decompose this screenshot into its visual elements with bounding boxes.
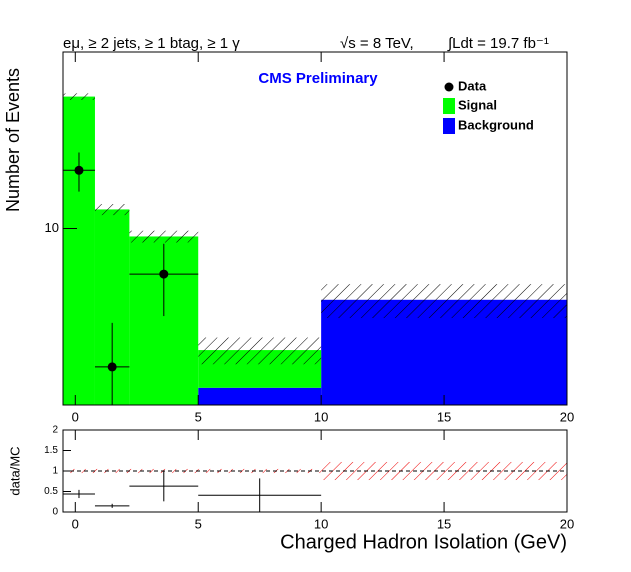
x-tick-label: 10 xyxy=(314,409,328,424)
uncertainty-band xyxy=(63,93,95,100)
x-axis-label: Charged Hadron Isolation (GeV) xyxy=(280,531,567,553)
x-tick-label: 20 xyxy=(560,409,574,424)
uncertainty-band xyxy=(129,230,199,243)
legend-label: Background xyxy=(458,117,534,132)
uncertainty-band xyxy=(198,337,322,365)
legend-swatch xyxy=(443,118,455,134)
data-point xyxy=(159,269,169,279)
uncertainty-band xyxy=(321,284,567,319)
bar xyxy=(63,96,95,405)
y-tick-label: 10 xyxy=(45,220,59,235)
y-tick-label: 0.5 xyxy=(44,486,58,497)
x-tick-label: 0 xyxy=(72,409,79,424)
y-tick-label: 0 xyxy=(52,507,58,518)
annotation: eμ, ≥ 2 jets, ≥ 1 btag, ≥ 1 γ xyxy=(63,35,240,52)
y-tick-label: 2 xyxy=(52,425,58,436)
legend-marker xyxy=(444,82,454,92)
x-tick-label: 15 xyxy=(437,516,451,531)
data-point xyxy=(74,165,84,175)
x-tick-label: 10 xyxy=(314,516,328,531)
y-tick-label: 1 xyxy=(52,466,58,477)
data-point xyxy=(107,362,117,372)
annotation: √s = 8 TeV, xyxy=(340,35,414,52)
y-axis-label: data/MC xyxy=(7,446,22,495)
y-axis-label: Number of Events xyxy=(3,68,23,212)
x-tick-label: 20 xyxy=(560,516,574,531)
chart-title: CMS Preliminary xyxy=(258,70,378,87)
legend-label: Signal xyxy=(458,97,497,112)
uncertainty-band xyxy=(94,204,130,216)
annotation: ∫Ldt = 19.7 fb⁻¹ xyxy=(447,35,549,52)
x-tick-label: 15 xyxy=(437,409,451,424)
legend-swatch xyxy=(443,98,455,114)
bar xyxy=(198,387,322,405)
x-tick-label: 0 xyxy=(72,516,79,531)
x-tick-label: 5 xyxy=(195,516,202,531)
x-tick-label: 5 xyxy=(195,409,202,424)
y-tick-label: 1.5 xyxy=(44,445,58,456)
legend-label: Data xyxy=(458,78,487,93)
